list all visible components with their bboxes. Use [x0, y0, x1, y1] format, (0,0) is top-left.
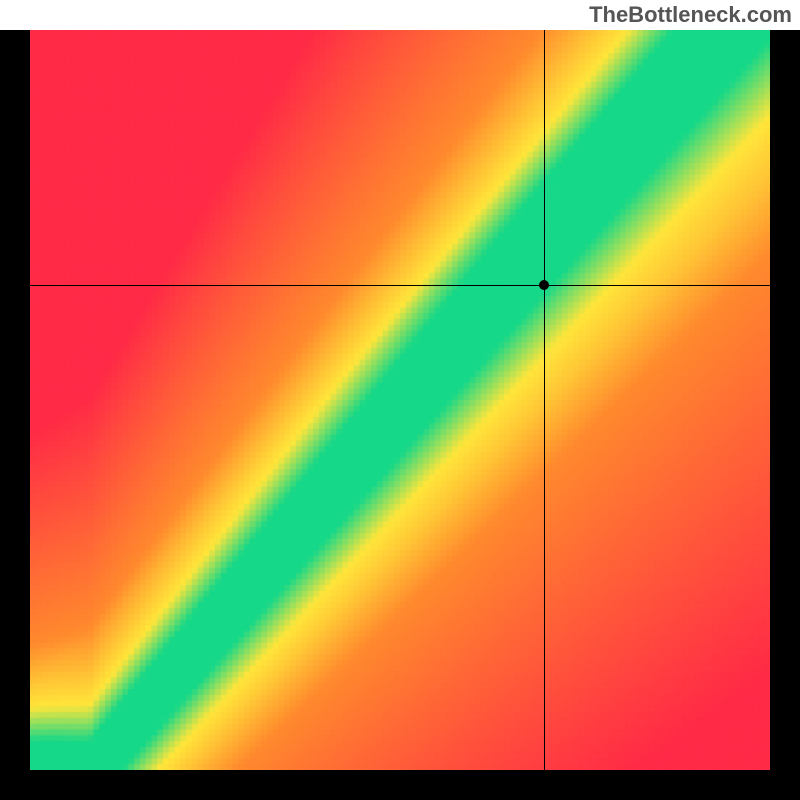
- watermark-text: TheBottleneck.com: [589, 2, 792, 28]
- heatmap-plot: [30, 30, 770, 770]
- crosshair-vertical: [544, 30, 545, 770]
- chart-container: TheBottleneck.com: [0, 0, 800, 800]
- heatmap-canvas: [30, 30, 770, 770]
- crosshair-horizontal: [30, 285, 770, 286]
- chart-outer-frame: [0, 30, 800, 800]
